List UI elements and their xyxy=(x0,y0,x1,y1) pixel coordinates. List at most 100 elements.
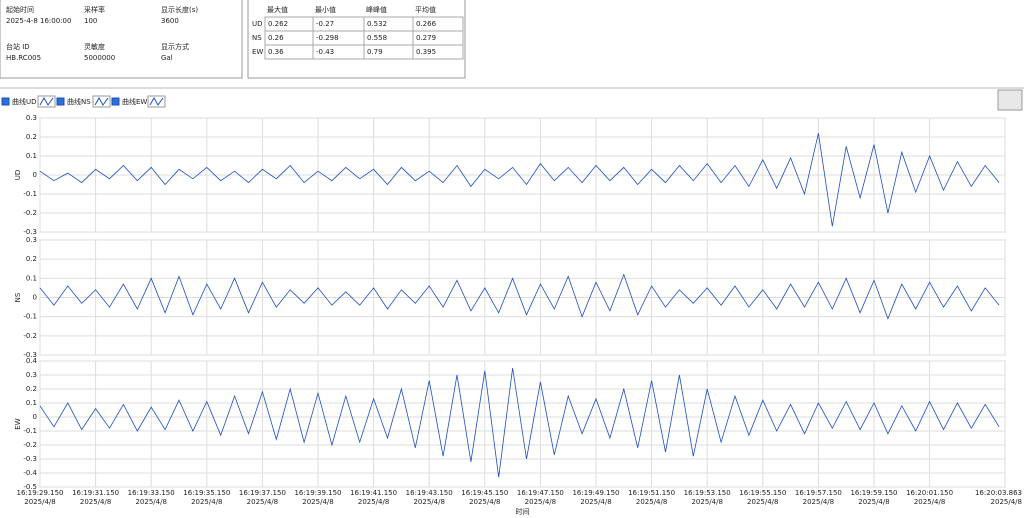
legend-checkbox[interactable] xyxy=(1,97,10,106)
cell-value: 0.26 xyxy=(268,34,284,42)
x-tick-label: 16:19:35.150 xyxy=(183,489,230,497)
waveform xyxy=(39,367,1000,478)
x-tick-date: 2025/4/8 xyxy=(636,498,667,506)
x-tick-label: 16:19:33.150 xyxy=(128,489,175,497)
x-tick-date: 2025/4/8 xyxy=(80,498,111,506)
x-tick-date: 2025/4/8 xyxy=(469,498,500,506)
cell-value: 0.395 xyxy=(416,48,436,56)
field-label: 台站 ID xyxy=(6,42,30,51)
waveform xyxy=(39,273,1000,320)
field-value: 5000000 xyxy=(84,54,115,62)
legend-label: 曲线EW xyxy=(122,97,147,106)
x-tick-date: 2025/4/8 xyxy=(803,498,834,506)
x-tick-label: 16:19:49.150 xyxy=(572,489,619,497)
x-tick-label: 16:19:43.150 xyxy=(406,489,453,497)
y-tick-label: -0.2 xyxy=(23,332,37,340)
y-tick-label: -0.3 xyxy=(23,228,37,236)
cell-value: 0.262 xyxy=(268,20,288,28)
legend-swatch xyxy=(149,96,164,106)
field-label: 起始时间 xyxy=(6,5,34,14)
x-tick-date: 2025/4/8 xyxy=(747,498,778,506)
toolbar-button[interactable] xyxy=(997,89,1023,111)
y-axis-label: NS xyxy=(14,292,22,302)
field-label: 采样率 xyxy=(84,5,105,14)
table-header: 最大值 xyxy=(267,5,288,14)
x-tick-date: 2025/4/8 xyxy=(991,498,1022,506)
field-label: 显示方式 xyxy=(161,42,189,51)
x-axis-label: 时间 xyxy=(516,507,530,516)
y-tick-label: 0.2 xyxy=(26,255,37,263)
field-value: HB.RC005 xyxy=(6,54,41,62)
x-tick-date: 2025/4/8 xyxy=(525,498,556,506)
y-tick-label: 0.1 xyxy=(26,399,37,407)
y-tick-label: -0.5 xyxy=(23,483,37,491)
legend-checkbox[interactable] xyxy=(111,97,120,106)
y-tick-label: 0.3 xyxy=(26,114,37,122)
x-tick-label: 16:19:55.150 xyxy=(739,489,786,497)
cell-value: -0.27 xyxy=(316,20,334,28)
x-tick-label: 16:19:51.150 xyxy=(628,489,675,497)
x-tick-label: 16:19:41.150 xyxy=(350,489,397,497)
plot-area xyxy=(39,360,1006,488)
x-tick-label: 16:20:03.863 xyxy=(975,489,1022,497)
table-cell xyxy=(412,44,464,60)
cell-value: 0.36 xyxy=(268,48,284,56)
y-tick-label: -0.1 xyxy=(23,190,37,198)
x-tick-date: 2025/4/8 xyxy=(580,498,611,506)
x-tick-label: 16:19:45.150 xyxy=(461,489,508,497)
x-tick-label: 16:19:29.150 xyxy=(16,489,63,497)
y-tick-label: 0.2 xyxy=(26,385,37,393)
y-tick-label: 0.3 xyxy=(26,371,37,379)
field-label: 显示长度(s) xyxy=(161,5,198,14)
cell-value: -0.43 xyxy=(316,48,334,56)
field-label: 灵敏度 xyxy=(84,42,105,51)
x-tick-label: 16:19:57.150 xyxy=(795,489,842,497)
y-tick-label: 0.2 xyxy=(26,133,37,141)
cell-value: 0.558 xyxy=(367,34,387,42)
y-axis-label: EW xyxy=(14,418,22,429)
legend-swatch xyxy=(94,96,109,106)
cell-value: 0.279 xyxy=(416,34,436,42)
y-tick-label: 0.4 xyxy=(26,357,38,365)
y-tick-label: -0.4 xyxy=(23,469,37,477)
y-tick-label: -0.1 xyxy=(23,427,37,435)
x-tick-label: 16:19:59.150 xyxy=(850,489,897,497)
legend-swatch xyxy=(39,96,54,106)
x-tick-label: 16:19:47.150 xyxy=(517,489,564,497)
x-tick-date: 2025/4/8 xyxy=(302,498,333,506)
field-value: Gal xyxy=(161,54,173,62)
row-label: EW xyxy=(252,48,263,56)
y-tick-label: -0.2 xyxy=(23,209,37,217)
legend-checkbox[interactable] xyxy=(56,97,65,106)
field-value: 3600 xyxy=(161,17,179,25)
x-tick-date: 2025/4/8 xyxy=(914,498,945,506)
y-tick-label: 0 xyxy=(33,171,37,179)
cell-value: 0.266 xyxy=(416,20,437,28)
y-tick-label: -0.2 xyxy=(23,441,37,449)
x-tick-label: 16:19:53.150 xyxy=(684,489,731,497)
y-tick-label: 0.3 xyxy=(26,236,37,244)
table-header: 平均值 xyxy=(415,5,436,14)
legend-label: 曲线NS xyxy=(67,97,91,106)
x-tick-label: 16:19:39.150 xyxy=(294,489,341,497)
x-tick-date: 2025/4/8 xyxy=(691,498,722,506)
x-tick-label: 16:19:31.150 xyxy=(72,489,119,497)
y-axis-label: UD xyxy=(14,170,22,181)
cell-value: 0.79 xyxy=(367,48,383,56)
x-tick-date: 2025/4/8 xyxy=(24,498,55,506)
y-tick-label: -0.1 xyxy=(23,313,37,321)
waveform xyxy=(39,133,1000,227)
field-value: 2025-4-8 16:00:00 xyxy=(6,17,71,25)
row-label: NS xyxy=(252,34,262,42)
x-tick-label: 16:20:01.150 xyxy=(906,489,953,497)
info-panel xyxy=(0,0,243,79)
x-tick-date: 2025/4/8 xyxy=(358,498,389,506)
y-tick-label: -0.3 xyxy=(23,455,37,463)
table-header: 峰峰值 xyxy=(366,5,387,14)
x-tick-date: 2025/4/8 xyxy=(191,498,222,506)
cell-value: -0.298 xyxy=(316,34,339,42)
x-tick-label: 16:19:37.150 xyxy=(239,489,286,497)
x-tick-date: 2025/4/8 xyxy=(858,498,889,506)
